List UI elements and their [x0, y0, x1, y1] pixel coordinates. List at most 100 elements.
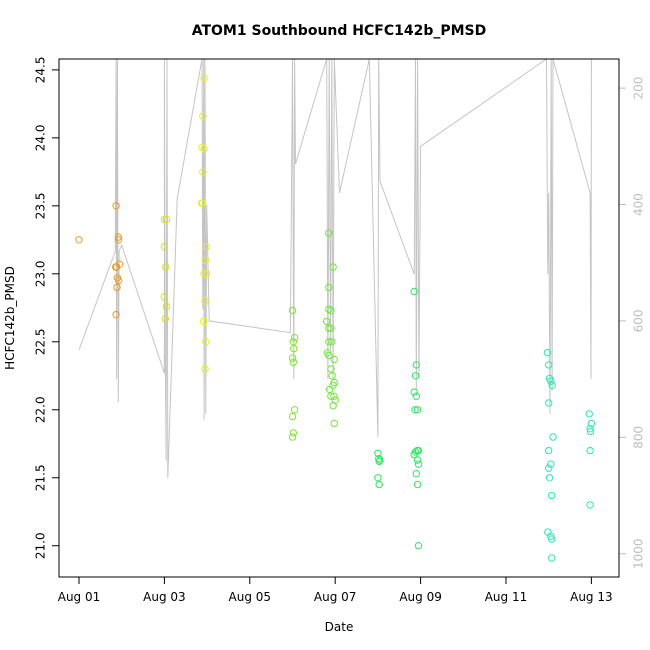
data-point [376, 456, 384, 464]
data-point [329, 263, 337, 271]
data-point [115, 276, 123, 285]
data-point [162, 263, 170, 271]
data-point [548, 554, 556, 562]
data-point [162, 215, 171, 224]
y-tick-label: 24.5 [34, 57, 48, 84]
y-axis-label: HCFC142b_PMSD [3, 266, 17, 370]
data-point [413, 406, 422, 414]
right-tick-label: 400 [632, 193, 646, 216]
data-point [545, 399, 553, 407]
data-point [288, 306, 297, 315]
data-point [374, 474, 382, 482]
data-point [113, 283, 121, 292]
data-point [413, 456, 422, 464]
data-point [411, 372, 420, 380]
data-point [290, 344, 298, 353]
data-point [160, 215, 169, 224]
data-point [548, 535, 556, 543]
data-point [115, 236, 123, 244]
data-point [547, 377, 555, 385]
data-point [198, 143, 206, 152]
data-point [548, 491, 556, 500]
data-point [327, 365, 335, 373]
data-point [325, 305, 333, 313]
data-point [325, 385, 334, 394]
data-point [325, 324, 333, 332]
data-point [412, 392, 420, 400]
x-tick-label: Aug 05 [229, 590, 272, 604]
data-point [586, 446, 594, 455]
plot-frame [58, 58, 620, 578]
data-point [586, 427, 595, 436]
data-point [413, 480, 422, 489]
data-point [200, 317, 208, 326]
data-point [199, 112, 207, 120]
data-point [412, 361, 420, 369]
y-tick-label: 23.5 [34, 192, 48, 219]
y-tick-label: 22.5 [34, 328, 48, 355]
data-point [327, 392, 335, 400]
data-point [323, 317, 331, 326]
data-point [115, 260, 124, 268]
data-point [327, 324, 335, 332]
data-point [161, 315, 170, 323]
altitude-track-line [78, 58, 592, 479]
right-tick-label: 800 [632, 426, 646, 449]
right-tick-label: 600 [632, 309, 646, 332]
y-tick-label: 21.0 [34, 532, 48, 559]
data-point [414, 460, 423, 468]
data-point [547, 460, 555, 468]
x-tick-label: Aug 13 [570, 590, 613, 604]
y-tick-label: 24.0 [34, 124, 48, 151]
data-point [543, 349, 552, 357]
x-tick-label: Aug 03 [143, 590, 186, 604]
data-point [290, 406, 299, 414]
data-point [330, 355, 338, 364]
data-point [201, 297, 209, 305]
data-point [200, 270, 208, 278]
data-point [411, 406, 419, 414]
data-point [545, 446, 553, 455]
data-point [327, 306, 335, 315]
data-point [288, 412, 297, 421]
altitude-track-layer [78, 58, 592, 479]
data-point [410, 287, 418, 296]
data-point [586, 425, 594, 433]
data-point [201, 256, 210, 264]
data-point [200, 145, 208, 153]
data-point [374, 449, 382, 457]
y-tick-label: 23.0 [34, 260, 48, 287]
data-point [545, 474, 554, 482]
x-axis-label: Date [325, 620, 354, 634]
chart-title: ATOM1 Southbound HCFC142b_PMSD [192, 23, 487, 39]
data-point [545, 464, 553, 472]
data-point [375, 455, 383, 463]
data-point [325, 229, 333, 237]
y-tick-label: 21.5 [33, 464, 47, 491]
data-point [289, 358, 297, 366]
right-tick-label: 200 [632, 77, 646, 100]
data-point [330, 419, 338, 428]
data-point [114, 233, 123, 241]
data-point [412, 470, 420, 478]
data-point [549, 433, 557, 441]
data-point [375, 480, 383, 489]
data-point [325, 338, 333, 346]
data-point [288, 354, 297, 362]
data-point [410, 388, 418, 396]
data-point [288, 433, 297, 441]
data-point [328, 338, 336, 346]
data-point [545, 361, 553, 369]
data-point [548, 381, 556, 389]
data-point [325, 351, 333, 360]
data-point [414, 542, 423, 550]
data-point [201, 365, 209, 373]
data-point [112, 202, 120, 210]
data-point [330, 392, 338, 400]
data-point [202, 242, 210, 251]
data-point [160, 293, 169, 301]
data-point [410, 450, 418, 459]
x-tick-label: Aug 01 [58, 590, 101, 604]
